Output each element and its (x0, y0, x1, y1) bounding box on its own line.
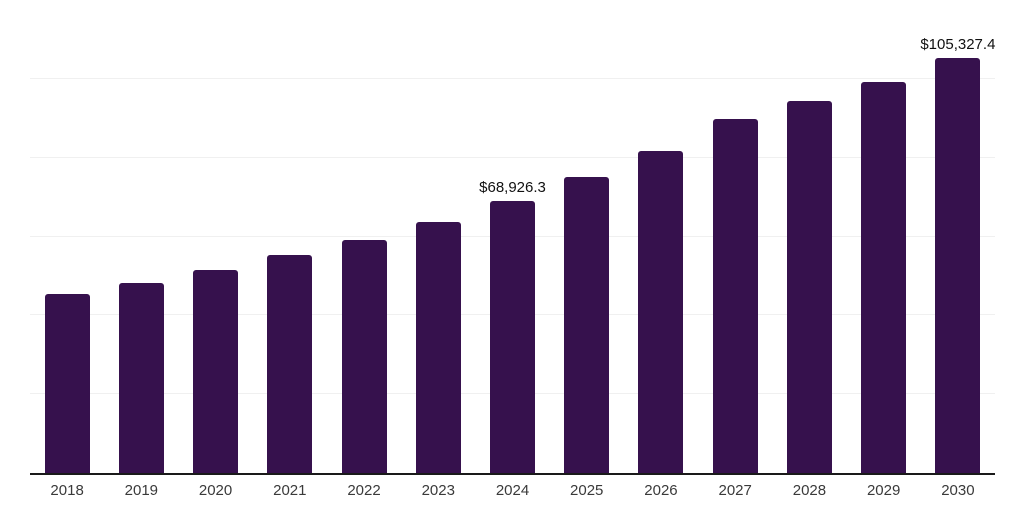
x-tick-label-2029: 2029 (866, 482, 901, 499)
bar-2027 (712, 119, 758, 473)
x-tick-label-2030: 2030 (941, 482, 975, 499)
bar-2030 (935, 57, 981, 473)
data-label-2024: $68,926.3 (479, 179, 546, 197)
gridline-80000 (30, 156, 995, 158)
x-tick-label-2019: 2019 (124, 482, 159, 499)
data-label-2030: $105,327.4 (920, 35, 996, 53)
bar-2020 (193, 270, 239, 473)
x-tick-label-2023: 2023 (421, 482, 455, 499)
gridline-100000 (30, 77, 995, 79)
bar-2021 (267, 255, 313, 473)
x-tick-label-2020: 2020 (198, 482, 233, 499)
x-tick-label-2025: 2025 (570, 482, 604, 499)
x-axis: 2018 2019 2020 2021 2022 2023 2024 2025 2026 2027… (30, 481, 995, 505)
x-tick-label-2028: 2028 (792, 482, 827, 499)
x-tick-label-2024: 2024 (495, 482, 530, 499)
x-tick-label-2018: 2018 (50, 482, 84, 499)
x-tick-label-2026: 2026 (644, 482, 678, 499)
bar-2024 (490, 201, 535, 473)
x-tick-label-2021: 2021 (273, 482, 307, 499)
bar-2025 (564, 177, 610, 473)
plot-area: $68,926.3 $105,327.4 (30, 0, 995, 475)
bar-2019 (118, 283, 164, 473)
bar-2018 (44, 294, 90, 473)
x-tick-label-2027: 2027 (718, 482, 752, 499)
bar-2023 (415, 221, 461, 473)
bar-2022 (341, 240, 387, 473)
bar-2028 (786, 100, 832, 473)
x-tick-label-2022: 2022 (347, 482, 381, 499)
bar-2026 (638, 150, 684, 473)
bar-2029 (861, 81, 907, 473)
